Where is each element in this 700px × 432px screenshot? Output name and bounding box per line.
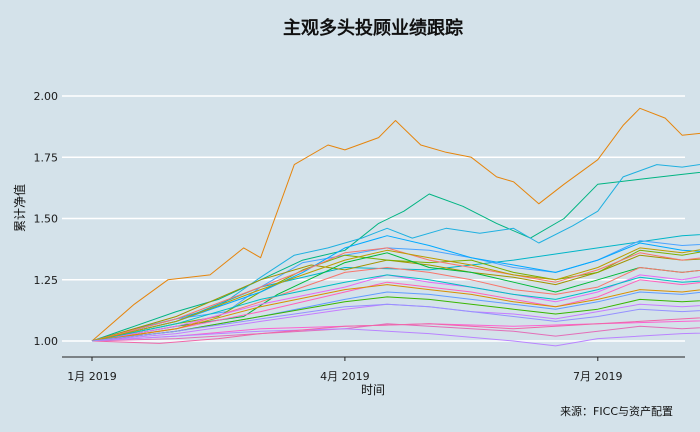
series-line-fund-15 xyxy=(91,284,700,342)
series-line-fund-7 xyxy=(91,249,700,342)
series-line-fund-19 xyxy=(91,328,700,347)
series-line-fund-24 xyxy=(91,303,700,342)
series-line-fund-13 xyxy=(91,291,700,342)
series-line-fund-2 xyxy=(91,171,700,342)
series-line-fund-20 xyxy=(91,317,700,344)
gridlines xyxy=(62,95,685,342)
series-line-fund-1 xyxy=(91,107,700,342)
series-line-fund-4 xyxy=(91,234,700,342)
series-line-fund-12 xyxy=(91,274,700,342)
series-line-fund-14 xyxy=(91,303,700,342)
y-tick-label: 1.50 xyxy=(34,213,59,226)
y-axis-ticks: 1.00 1.25 1.50 1.75 2.00 xyxy=(34,90,59,348)
series-line-fund-9 xyxy=(91,267,700,342)
series-line-fund-11 xyxy=(91,279,700,342)
series-line-fund-23 xyxy=(91,247,700,342)
series-line-fund-16 xyxy=(91,296,700,342)
series-line-fund-8 xyxy=(91,252,700,342)
series-line-fund-21 xyxy=(91,235,700,342)
x-axis-title: 时间 xyxy=(361,383,385,397)
y-axis-title: 累计净值 xyxy=(12,184,27,232)
y-tick-label: 2.00 xyxy=(34,90,59,103)
source-note: 来源：FICC与资产配置 xyxy=(560,404,673,418)
y-tick-label: 1.75 xyxy=(34,151,59,164)
x-tick-label: 7月 2019 xyxy=(573,370,623,383)
series-line-fund-17 xyxy=(91,320,700,342)
series-line-fund-18 xyxy=(91,323,700,342)
series-lines xyxy=(91,107,700,347)
series-line-fund-6 xyxy=(91,254,700,342)
chart-title: 主观多头投顾业绩跟踪 xyxy=(283,17,463,39)
y-tick-label: 1.00 xyxy=(34,335,59,348)
x-tick-label: 1月 2019 xyxy=(67,370,117,383)
x-tick-label: 4月 2019 xyxy=(320,370,370,383)
series-line-fund-3 xyxy=(91,163,700,342)
series-line-fund-22 xyxy=(91,247,700,342)
y-tick-label: 1.25 xyxy=(34,274,59,287)
series-line-fund-5 xyxy=(91,240,700,342)
